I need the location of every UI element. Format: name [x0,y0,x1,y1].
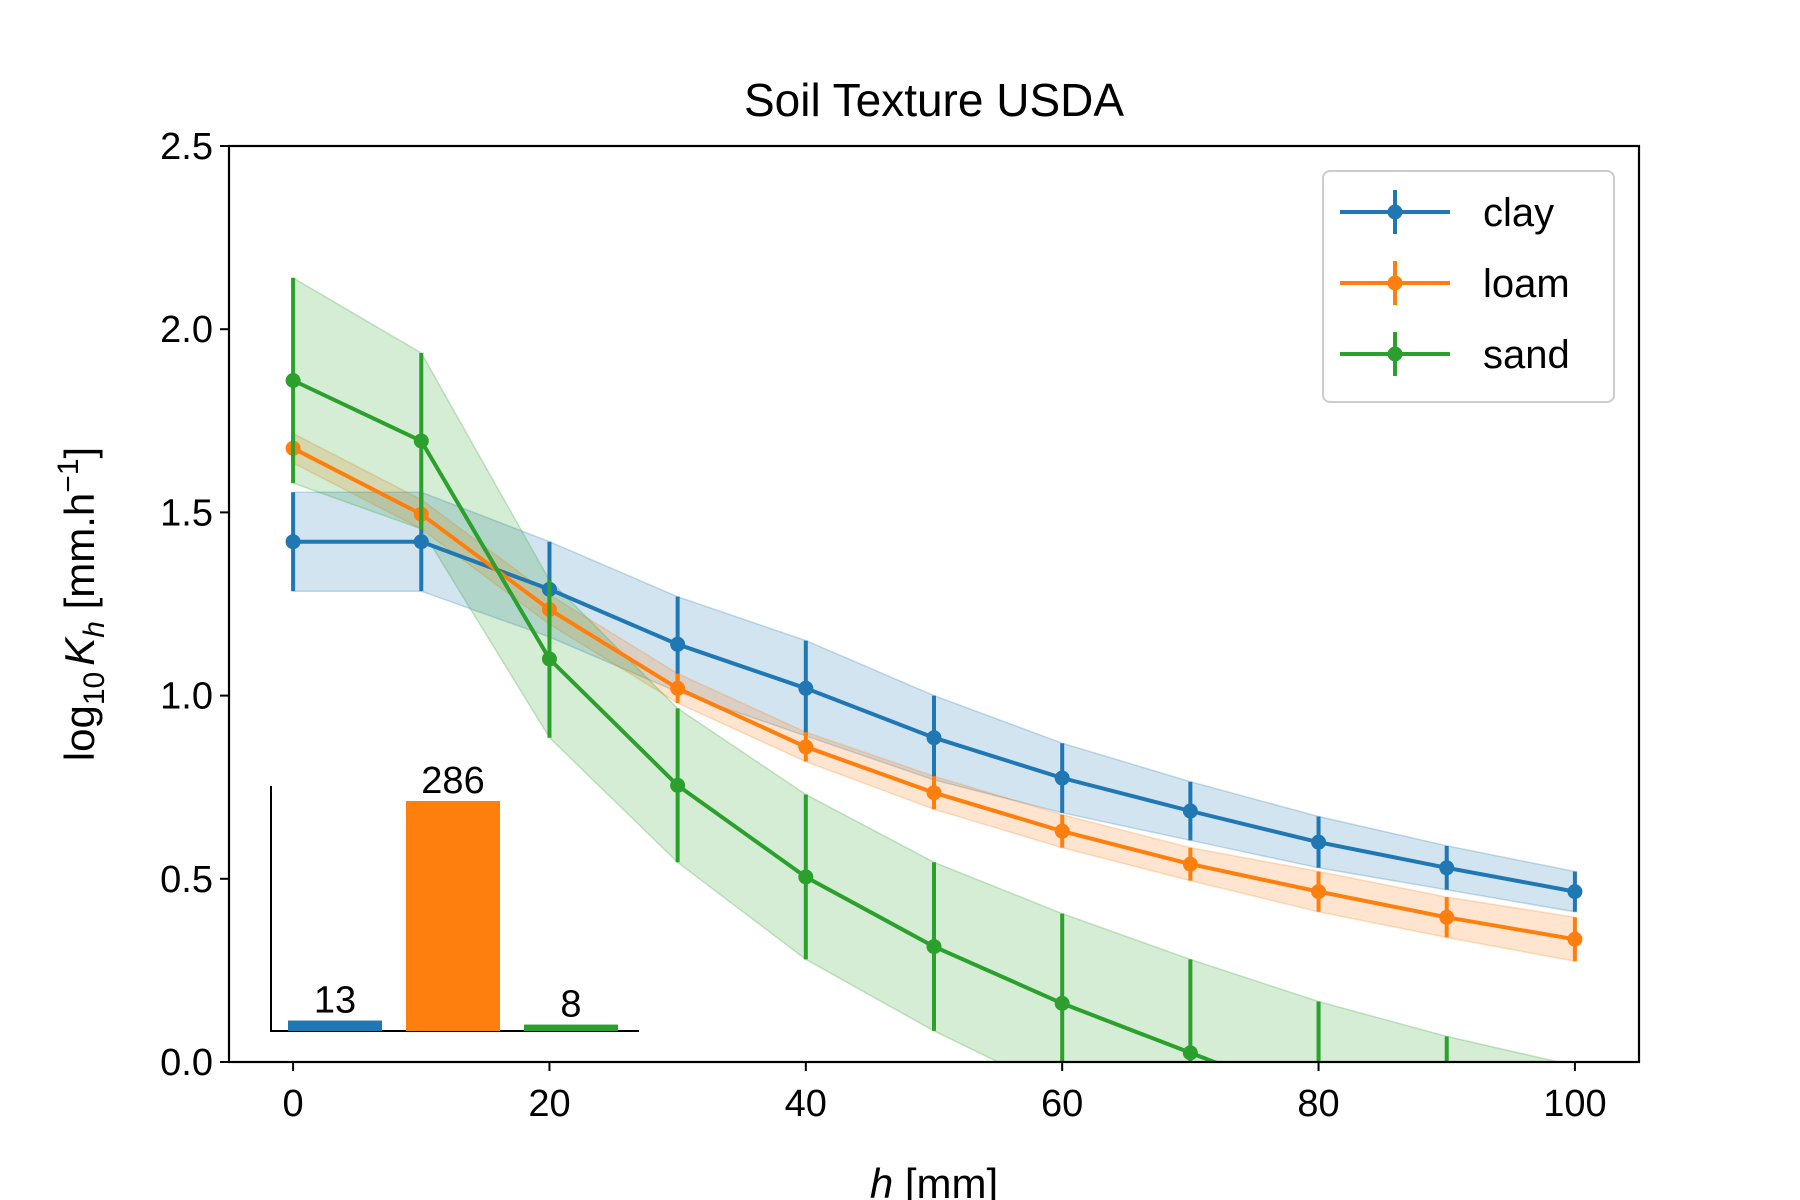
sand-point [1054,995,1070,1011]
x-tick-label: 40 [785,1083,827,1125]
clay-point [1439,860,1455,876]
x-tick-label: 60 [1041,1083,1083,1125]
loam-point [1311,884,1327,900]
loam-point [1439,909,1455,925]
legend-frame [1322,170,1615,403]
legend-marker-loam [1387,275,1403,291]
x-axis-label: h [mm] [870,1160,998,1200]
clay-point [285,534,301,550]
clay-point [1182,803,1198,819]
inset-bar-label: 286 [421,760,484,802]
inset-bar-label: 13 [314,980,356,1022]
x-tick-label: 20 [528,1083,570,1125]
loam-point [670,680,686,696]
y-tick-label: 2.0 [160,309,213,351]
inset-bar-clay [288,1020,382,1031]
loam-point [798,739,814,755]
clay-point [670,636,686,652]
clay-point [1567,884,1583,900]
x-tick-label: 80 [1297,1083,1339,1125]
loam-point [1182,856,1198,872]
clay-point [798,680,814,696]
legend-marker-clay [1387,204,1403,220]
x-tick-label: 100 [1543,1083,1606,1125]
clay-point [926,730,942,746]
sand-point [926,939,942,955]
clay-point [1311,834,1327,850]
y-tick-label: 0.5 [160,859,213,901]
y-tick-label: 0.0 [160,1042,213,1084]
legend-label-clay: clay [1483,191,1554,235]
legend-label-sand: sand [1483,333,1570,377]
inset-bar-label: 8 [560,984,581,1026]
legend: clay loam sand [1322,170,1615,403]
y-tick-label: 1.5 [160,492,213,534]
chart-title: Soil Texture USDA [744,74,1124,126]
legend-label-loam: loam [1483,262,1570,306]
x-tick-label: 0 [283,1083,304,1125]
inset-bar-sand [524,1024,618,1031]
legend-marker-sand [1387,346,1403,362]
loam-point [1054,823,1070,839]
inset-bar-loam [406,801,500,1031]
axis-ticks: 0 20 40 60 80 100 0.0 0.5 1.0 1.5 2.0 2.5 [160,126,1606,1125]
sand-point [541,651,557,667]
sand-point [413,433,429,449]
series-lines [285,277,1583,1062]
y-axis-label: log10Kh [mm.h−1] [52,447,111,761]
sand-point [798,869,814,885]
inset-bar-chart: 13 286 8 [270,760,639,1032]
clay-point [413,534,429,550]
y-tick-label: 2.5 [160,126,213,168]
sand-point [285,372,301,388]
loam-point [926,785,942,801]
sand-point [1182,1045,1198,1061]
sand-point [670,777,686,793]
loam-point [1567,931,1583,947]
clay-point [1054,770,1070,786]
y-tick-label: 1.0 [160,676,213,718]
plot-frame [227,144,1641,1064]
